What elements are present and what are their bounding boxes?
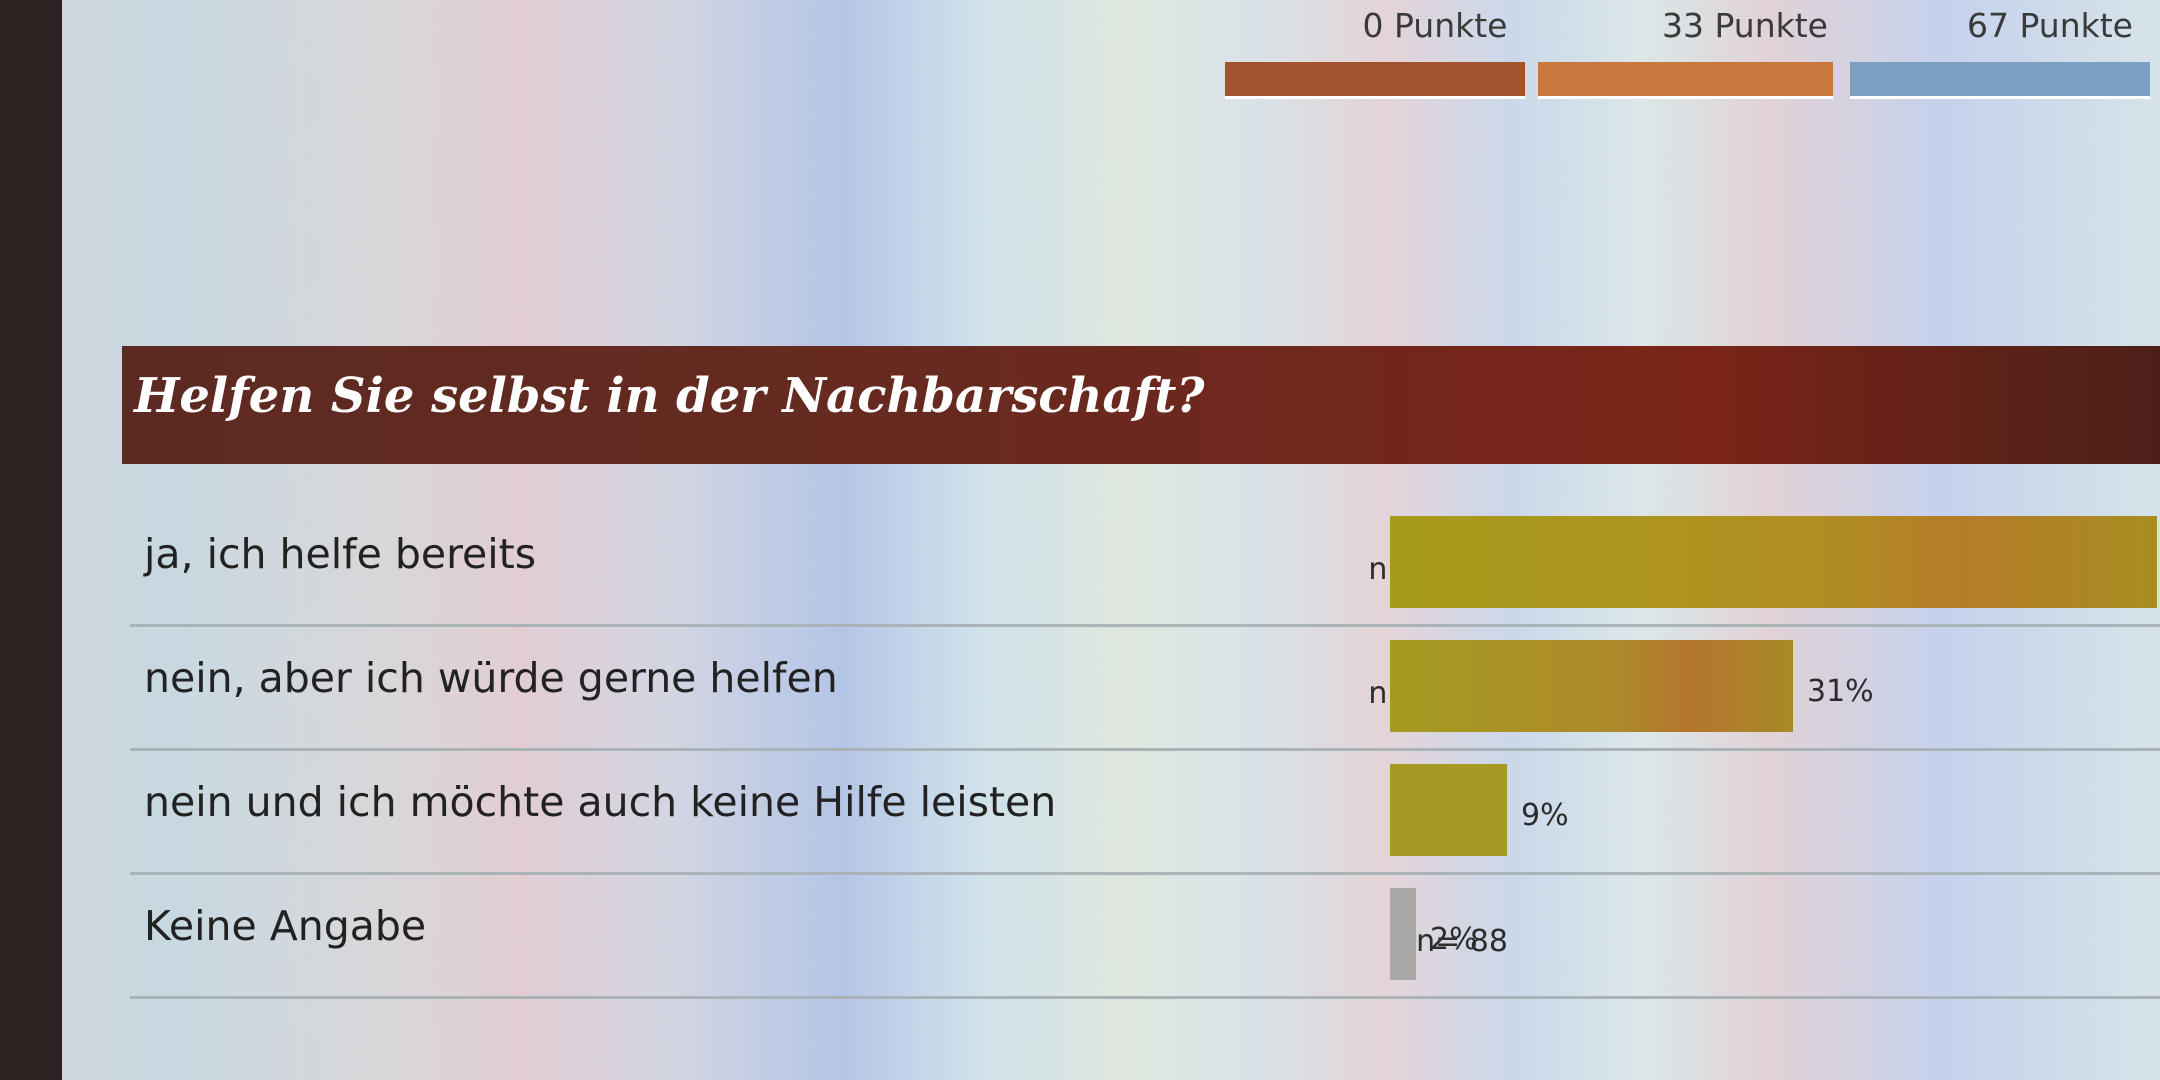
value-label: 9% (1521, 798, 1569, 833)
screen-left-edge (0, 0, 62, 1080)
chart-row: Keine Angabe n= 88 2% (130, 872, 2160, 999)
sample-size-label: n= 88 (1416, 924, 1508, 959)
question-title-band: Helfen Sie selbst in der Nachbarschaft? (122, 346, 2160, 464)
chart-legend: 0 Punkte 33 Punkte 67 Punkte (1215, 0, 2160, 130)
bar (1390, 764, 1507, 856)
category-label: nein und ich möchte auch keine Hilfe lei… (144, 778, 1057, 826)
legend-swatch-0 (1225, 62, 1525, 99)
chart-row: nein und ich möchte auch keine Hilfe lei… (130, 748, 2160, 875)
value-label: 31% (1807, 674, 1874, 709)
chart-title: Helfen Sie selbst in der Nachbarschaft? (134, 368, 1205, 424)
bar (1390, 516, 2157, 608)
category-label: ja, ich helfe bereits (144, 530, 537, 578)
bar (1390, 888, 1416, 980)
legend-swatch-67 (1850, 62, 2150, 99)
value-label: 2% (1430, 922, 1478, 957)
category-label: Keine Angabe (144, 902, 427, 950)
legend-label-67: 67 Punkte (1967, 6, 2133, 45)
chart-row: nein, aber ich würde gerne helfenn= 1 10… (130, 624, 2160, 751)
legend-swatch-33 (1538, 62, 1833, 99)
legend-label-0: 0 Punkte (1362, 6, 1508, 45)
legend-label-33: 33 Punkte (1662, 6, 1828, 45)
bar (1390, 640, 1793, 732)
category-label: nein, aber ich würde gerne helfen (144, 654, 838, 702)
